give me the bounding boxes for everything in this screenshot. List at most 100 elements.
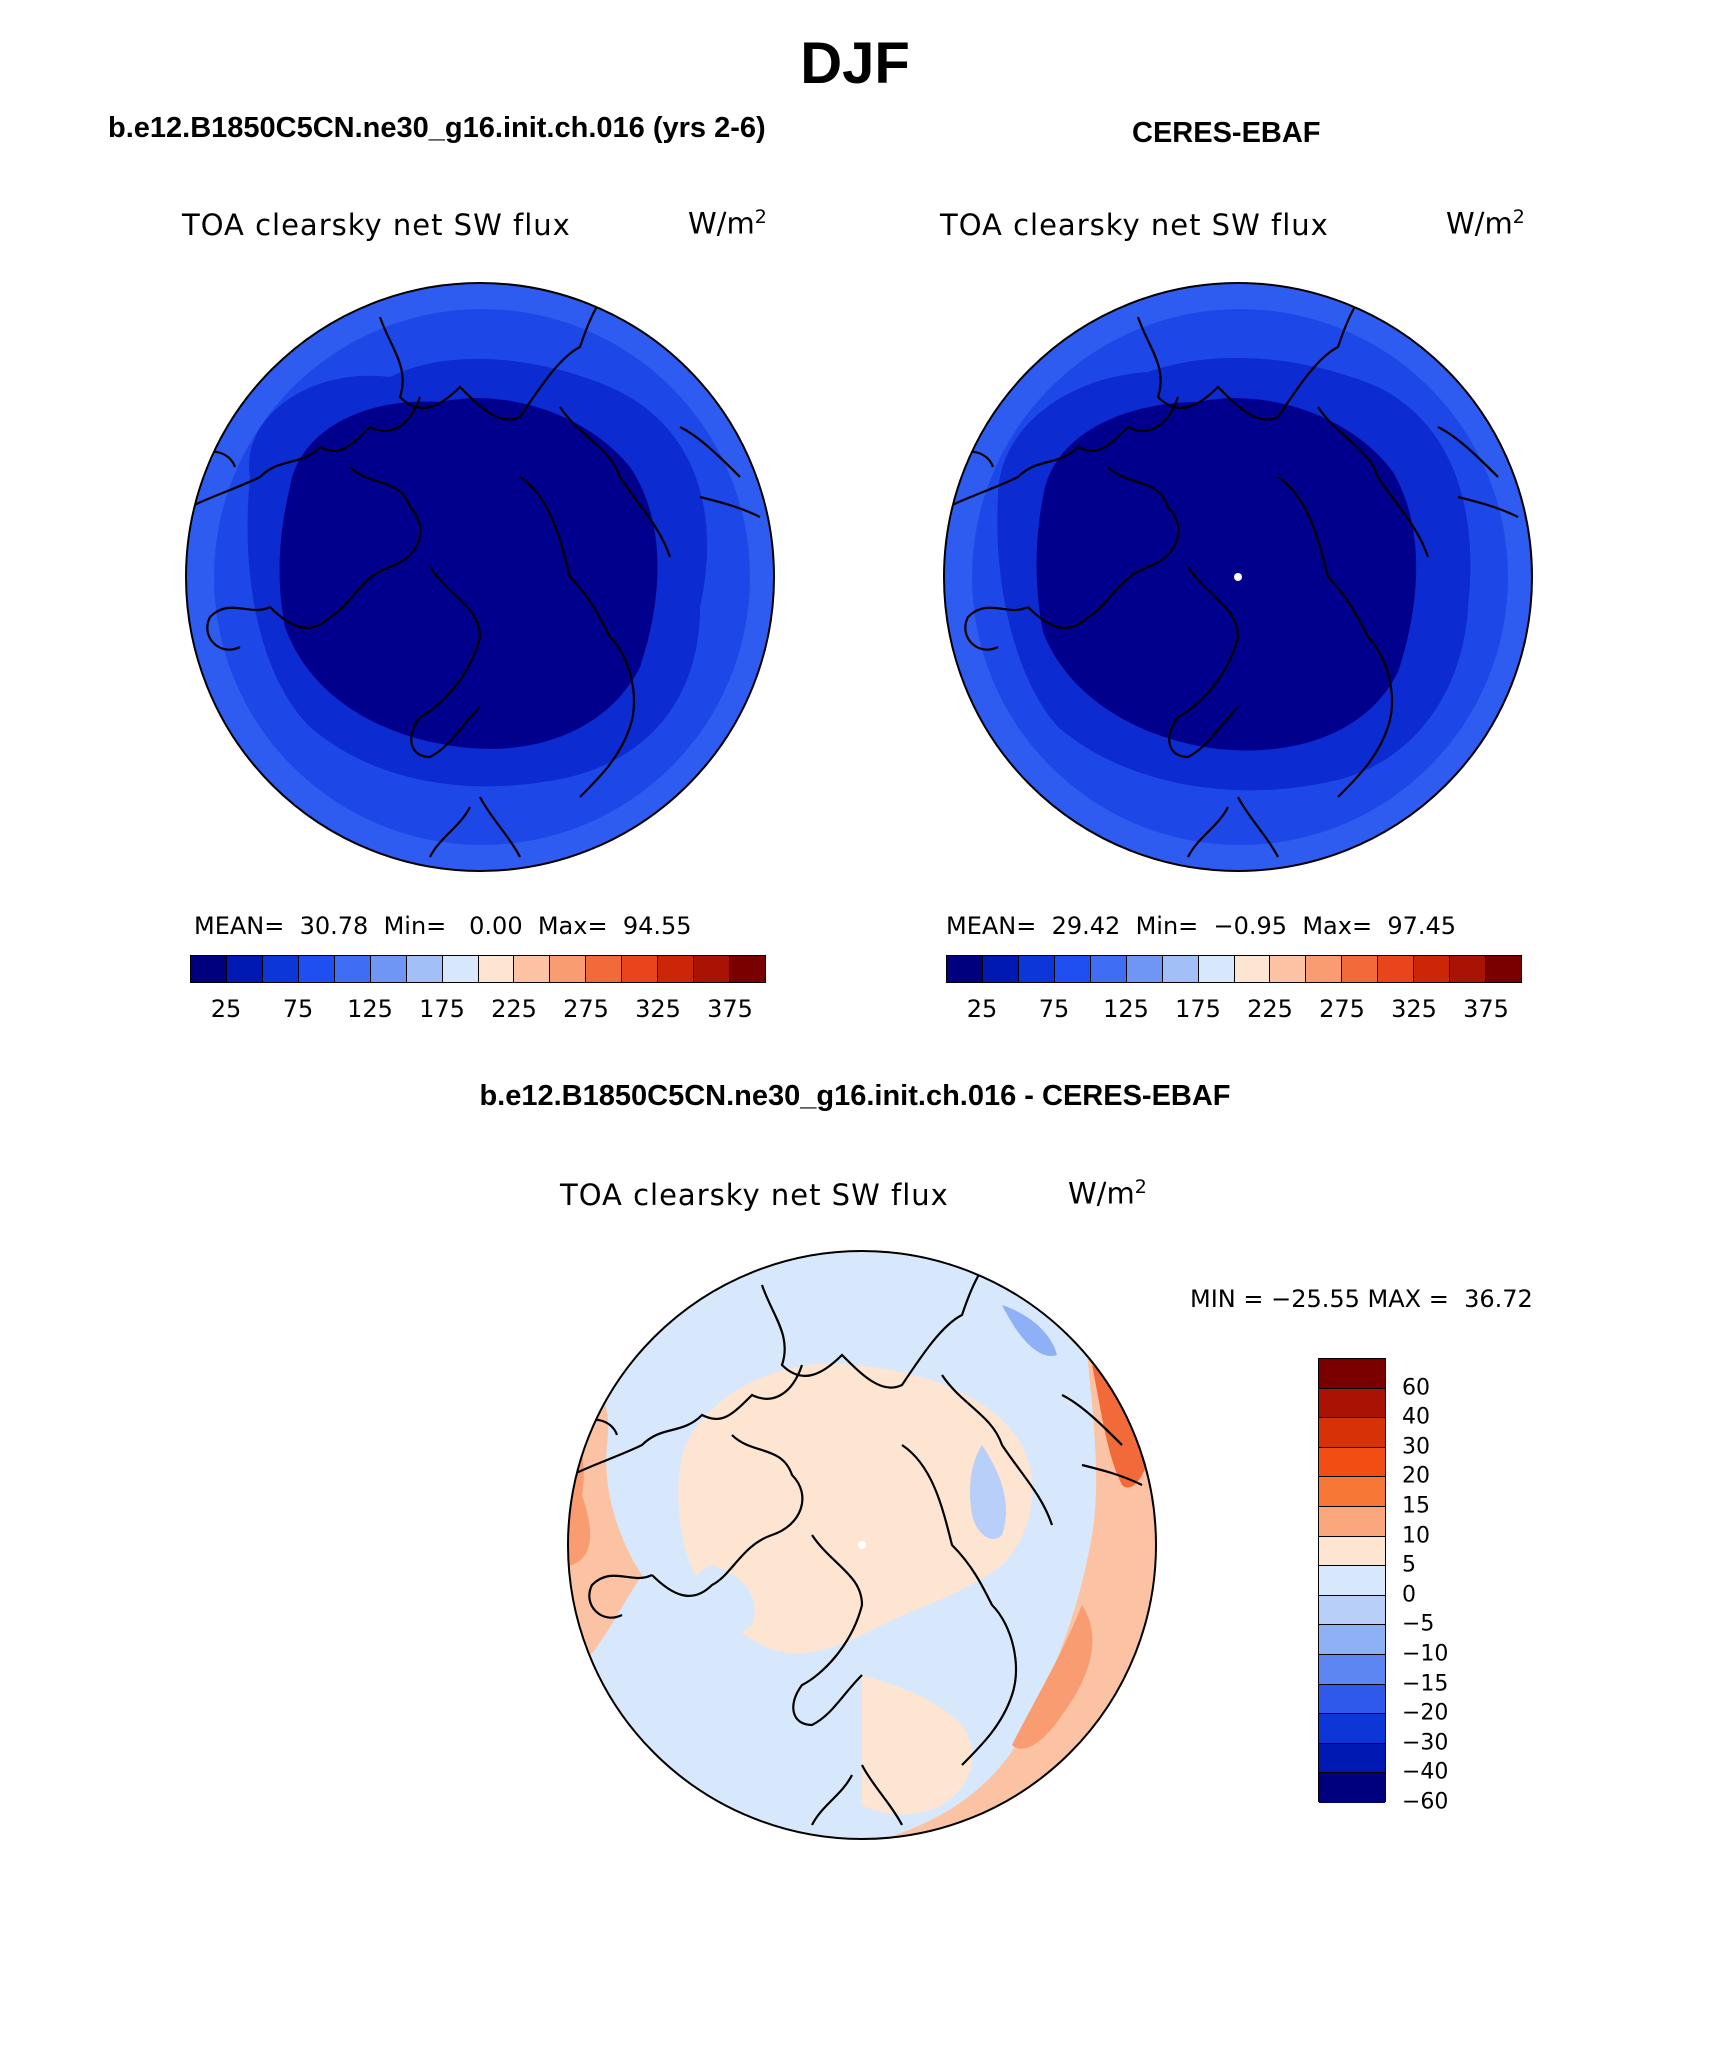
model-colorbar-swatch-1 <box>226 956 263 982</box>
diff-colorbar-swatch-7 <box>1319 1566 1385 1596</box>
model-colorbar-swatch-7 <box>442 956 479 982</box>
diff-polar-map <box>567 1250 1157 1840</box>
diff-colorbar-swatch-2 <box>1319 1418 1385 1448</box>
diff-colorbar-swatch-12 <box>1319 1714 1385 1744</box>
model-colorbar-swatch-15 <box>730 956 765 982</box>
diff-pole-point <box>858 1541 866 1549</box>
obs-colorbar-swatch-5 <box>1126 956 1163 982</box>
diff-colorbar-swatch-3 <box>1319 1447 1385 1478</box>
model-panel-title: b.e12.B1850C5CN.ne30_g16.init.ch.016 (yr… <box>108 112 766 144</box>
diff-colorbar-swatch-4 <box>1319 1477 1385 1507</box>
diff-colorbar-tick-label: 15 <box>1402 1493 1430 1519</box>
model-colorbar-swatch-3 <box>298 956 335 982</box>
obs-colorbar-swatch-1 <box>982 956 1019 982</box>
diff-colorbar-swatch-11 <box>1319 1684 1385 1715</box>
obs-polar-map <box>943 282 1533 872</box>
diff-colorbar-tick-label: 5 <box>1402 1552 1416 1578</box>
model-colorbar-tick-label: 25 <box>210 995 242 1023</box>
model-unit-label: W/m2 <box>688 206 767 241</box>
obs-colorbar-swatch-12 <box>1378 956 1415 982</box>
diff-panel-title: b.e12.B1850C5CN.ne30_g16.init.ch.016 - C… <box>479 1080 1231 1112</box>
model-polar-map <box>185 282 775 872</box>
diff-colorbar-tick-label: 30 <box>1402 1434 1430 1460</box>
model-colorbar-tick-label: 175 <box>419 995 465 1023</box>
model-colorbar-swatch-0 <box>191 956 227 982</box>
diff-map-border <box>567 1250 1157 1840</box>
diff-coastlines <box>571 1259 1143 1826</box>
obs-colorbar-tick-label: 125 <box>1103 995 1149 1023</box>
model-colorbar-swatch-14 <box>694 956 731 982</box>
obs-colorbar-tick-label: 75 <box>1038 995 1070 1023</box>
model-colorbar-tick-label: 275 <box>563 995 609 1023</box>
obs-colorbar-tick-label: 275 <box>1319 995 1365 1023</box>
obs-colorbar-tick-label: 175 <box>1175 995 1221 1023</box>
model-colorbar-swatch-6 <box>406 956 443 982</box>
diff-east-positive <box>862 1305 1156 1839</box>
diff-north-negative <box>1002 1305 1057 1356</box>
model-colorbar-swatch-9 <box>514 956 551 982</box>
diff-arctic-positive <box>678 1363 1033 1654</box>
obs-colorbar-swatch-3 <box>1054 956 1091 982</box>
obs-colorbar-swatch-7 <box>1198 956 1235 982</box>
model-colorbar <box>190 955 766 983</box>
model-stats: MEAN= 30.78 Min= 0.00 Max= 94.55 <box>194 912 692 940</box>
model-map-border <box>185 282 775 872</box>
diff-stats: MIN = −25.55 MAX = 36.72 <box>1190 1285 1533 1313</box>
diff-unit-label: W/m2 <box>1068 1176 1147 1211</box>
model-colorbar-swatch-2 <box>262 956 299 982</box>
model-coastlines <box>189 291 761 858</box>
model-colorbar-swatch-8 <box>478 956 515 982</box>
obs-colorbar-swatch-4 <box>1090 956 1127 982</box>
obs-coastlines <box>947 291 1519 858</box>
diff-colorbar-swatch-14 <box>1319 1773 1385 1803</box>
model-colorbar-swatch-12 <box>622 956 659 982</box>
model-colorbar-swatch-11 <box>586 956 623 982</box>
diff-colorbar-swatch-8 <box>1319 1595 1385 1626</box>
obs-pole-point <box>1234 573 1242 581</box>
obs-colorbar-tick-label: 25 <box>966 995 998 1023</box>
obs-map-border <box>943 282 1533 872</box>
model-colorbar-tick-label: 125 <box>347 995 393 1023</box>
obs-colorbar-swatch-11 <box>1342 956 1379 982</box>
diff-greenland-pale <box>690 1565 755 1636</box>
model-colorbar-swatch-10 <box>550 956 587 982</box>
diff-colorbar-swatch-5 <box>1319 1506 1385 1537</box>
obs-colorbar-tick-label: 375 <box>1463 995 1509 1023</box>
diff-colorbar-ticks: 60 40 30 20 15 10 5 0 −5 −10 −15 −20 −30 −40 −60 <box>1402 1358 1522 1814</box>
diff-colorbar-tick-label: 10 <box>1402 1523 1430 1549</box>
obs-colorbar-swatch-15 <box>1486 956 1521 982</box>
diff-variable-label: TOA clearsky net SW flux <box>560 1178 949 1212</box>
obs-colorbar-tick-label: 225 <box>1247 995 1293 1023</box>
diff-colorbar-swatch-13 <box>1319 1743 1385 1774</box>
diff-colorbar-swatch-10 <box>1319 1654 1385 1685</box>
diff-east-strong <box>1092 1365 1152 1488</box>
obs-stats: MEAN= 29.42 Min= −0.95 Max= 97.45 <box>946 912 1457 940</box>
model-colorbar-swatch-5 <box>370 956 407 982</box>
diff-europe-positive <box>862 1675 973 1815</box>
obs-colorbar <box>946 955 1522 983</box>
diff-colorbar-tick-label: 60 <box>1402 1375 1430 1401</box>
diff-colorbar-swatch-0 <box>1319 1359 1385 1389</box>
model-colorbar-tick-label: 375 <box>707 995 753 1023</box>
diff-siberia-negative <box>970 1445 1006 1539</box>
obs-variable-label: TOA clearsky net SW flux <box>940 208 1329 242</box>
diff-colorbar-tick-label: 40 <box>1402 1404 1430 1430</box>
model-variable-label: TOA clearsky net SW flux <box>182 208 571 242</box>
model-colorbar-ticks: 25 75 125 175 225 275 325 375 <box>190 995 766 1025</box>
obs-colorbar-ticks: 25 75 125 175 225 275 325 375 <box>946 995 1522 1025</box>
obs-colorbar-swatch-8 <box>1234 956 1271 982</box>
model-colorbar-tick-label: 75 <box>282 995 314 1023</box>
diff-colorbar-tick-label: −15 <box>1402 1671 1449 1697</box>
model-colorbar-tick-label: 325 <box>635 995 681 1023</box>
obs-dark-core <box>1036 398 1417 751</box>
figure-title: DJF <box>800 31 910 96</box>
obs-unit-label: W/m2 <box>1446 206 1525 241</box>
obs-colorbar-swatch-0 <box>947 956 983 982</box>
obs-colorbar-swatch-10 <box>1306 956 1343 982</box>
obs-colorbar-swatch-2 <box>1018 956 1055 982</box>
obs-colorbar-swatch-6 <box>1162 956 1199 982</box>
diff-colorbar-tick-label: −30 <box>1402 1730 1449 1756</box>
diff-colorbar <box>1318 1358 1386 1803</box>
diff-colorbar-tick-label: −60 <box>1402 1789 1449 1815</box>
diff-colorbar-tick-label: −10 <box>1402 1641 1449 1667</box>
